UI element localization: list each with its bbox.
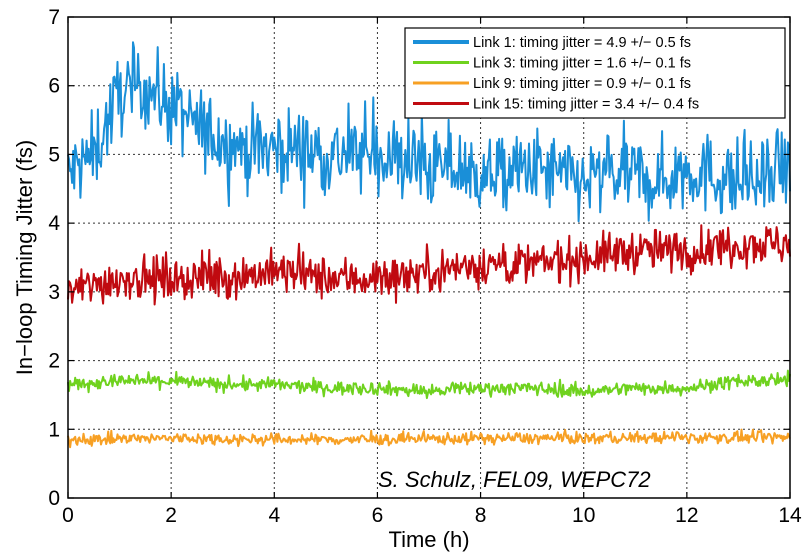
y-tick-label: 5 [48,143,60,166]
series-line-2 [67,369,791,400]
x-tick-label: 6 [372,504,384,527]
legend-entry: Link 1: timing jitter = 4.9 +/− 0.5 fs [473,35,691,51]
x-tick-label: 0 [62,504,74,527]
x-axis-label: Time (h) [388,527,469,552]
y-tick-label: 7 [48,6,60,29]
series-layer [67,41,791,449]
y-axis-label: In−loop Timing Jitter (fs) [12,140,37,375]
y-tick-label: 3 [48,281,60,304]
plot-frame [67,16,791,499]
y-tick-label: 4 [48,212,60,235]
legend-entry: Link 9: timing jitter = 0.9 +/− 0.1 fs [473,76,691,92]
x-tick-label: 4 [268,504,280,527]
legend-entry: Link 15: timing jitter = 3.4 +/− 0.4 fs [473,97,699,113]
legend: Link 1: timing jitter = 4.9 +/− 0.5 fs Li… [404,27,786,119]
legend-entry: Link 3: timing jitter = 1.6 +/− 0.1 fs [473,56,691,72]
x-tick-label: 2 [165,504,177,527]
y-tick-label: 1 [48,418,60,441]
x-tick-label: 14 [778,504,802,527]
y-tick-label: 0 [48,487,60,510]
y-tick-label: 2 [48,350,60,373]
series-line-1 [67,41,791,223]
x-tick-label: 12 [675,504,698,527]
y-tick-label: 6 [48,75,60,98]
x-tick-label: 8 [475,504,487,527]
x-tick-label: 10 [572,504,595,527]
series-line-3 [67,428,791,449]
series-line-4 [67,224,791,306]
source-annotation: S. Schulz, FEL09, WEPC72 [378,467,651,492]
